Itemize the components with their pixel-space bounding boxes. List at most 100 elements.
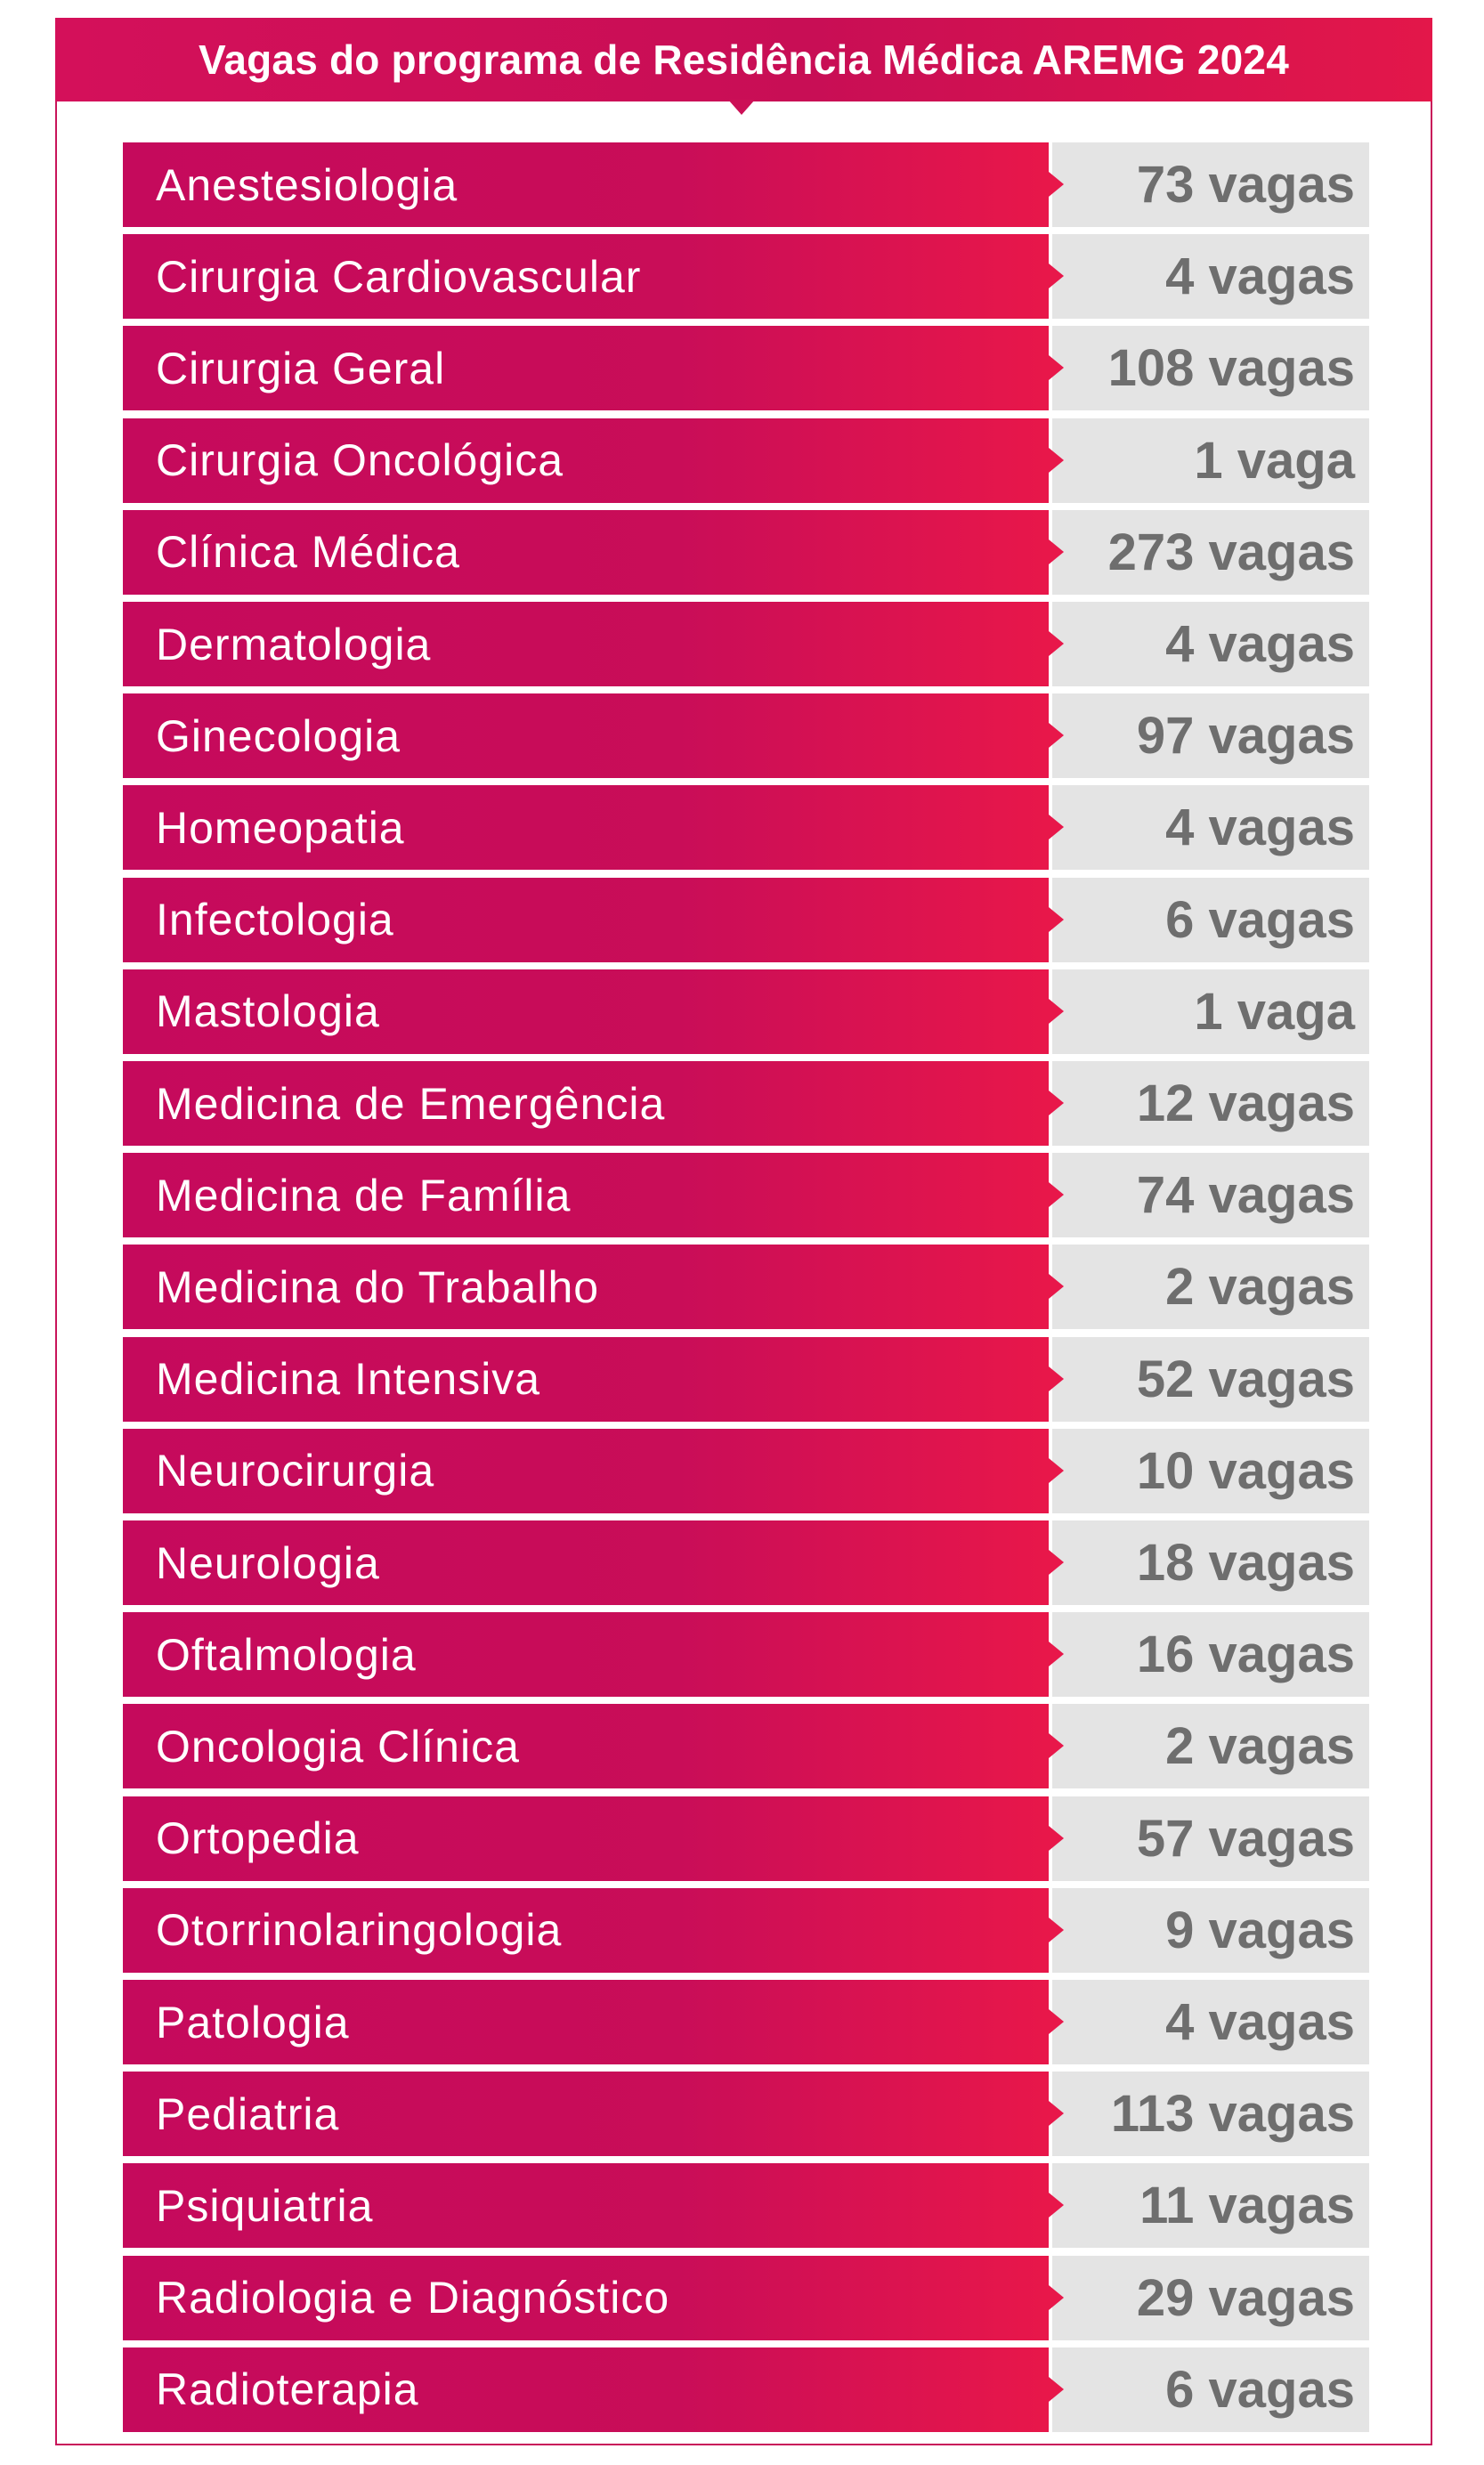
vacancy-count: 6 vagas xyxy=(1165,2360,1355,2419)
specialty-label: Medicina Intensiva xyxy=(156,1354,541,1405)
specialty-cell: Cirurgia Cardiovascular xyxy=(123,234,1049,320)
table-row: Cirurgia Oncológica 1 vaga xyxy=(123,418,1369,503)
row-arrow xyxy=(1049,447,1064,473)
row-arrow xyxy=(1049,2284,1064,2310)
vacancy-count: 52 vagas xyxy=(1136,1350,1355,1408)
table-row: Mastologia 1 vaga xyxy=(123,969,1369,1054)
table-row: Pediatria 113 vagas xyxy=(123,2072,1369,2157)
specialty-label: Neurocirurgia xyxy=(156,1446,435,1496)
row-arrow xyxy=(1049,2376,1064,2402)
vacancy-count: 4 vagas xyxy=(1165,1993,1355,2051)
specialty-cell: Cirurgia Oncológica xyxy=(123,418,1049,503)
specialty-cell: Medicina de Emergência xyxy=(123,1061,1049,1146)
vacancy-count: 4 vagas xyxy=(1165,615,1355,673)
vacancy-count: 4 vagas xyxy=(1165,799,1355,857)
row-arrow xyxy=(1049,723,1064,749)
vacancy-count: 10 vagas xyxy=(1136,1441,1355,1500)
vacancy-cell: 9 vagas xyxy=(1052,1887,1369,1973)
specialty-label: Homeopatia xyxy=(156,802,405,853)
table-row: Oftalmologia 16 vagas xyxy=(123,1612,1369,1698)
specialty-cell: Cirurgia Geral xyxy=(123,326,1049,411)
specialty-label: Clínica Médica xyxy=(156,527,460,578)
vacancy-cell: 2 vagas xyxy=(1052,1245,1369,1330)
table-row: Ginecologia 97 vagas xyxy=(123,693,1369,779)
vacancy-count: 6 vagas xyxy=(1165,890,1355,949)
table-row: Medicina Intensiva 52 vagas xyxy=(123,1336,1369,1422)
specialty-cell: Oftalmologia xyxy=(123,1612,1049,1698)
vacancy-cell: 6 vagas xyxy=(1052,877,1369,962)
row-arrow xyxy=(1049,1550,1064,1575)
vacancy-cell: 57 vagas xyxy=(1052,1796,1369,1881)
vacancy-cell: 1 vaga xyxy=(1052,418,1369,503)
vacancy-cell: 52 vagas xyxy=(1052,1336,1369,1422)
vacancy-count: 57 vagas xyxy=(1136,1809,1355,1868)
specialty-label: Pediatria xyxy=(156,2088,340,2139)
vacancy-cell: 6 vagas xyxy=(1052,2347,1369,2432)
vacancy-count: 18 vagas xyxy=(1136,1534,1355,1592)
table-row: Ortopedia 57 vagas xyxy=(123,1796,1369,1881)
row-arrow xyxy=(1049,631,1064,656)
specialty-label: Patologia xyxy=(156,1997,350,2047)
row-arrow xyxy=(1049,1091,1064,1115)
specialty-label: Medicina do Trabalho xyxy=(156,1261,600,1312)
specialty-label: Anestesiologia xyxy=(156,159,458,210)
table-row: Neurologia 18 vagas xyxy=(123,1520,1369,1605)
specialty-cell: Dermatologia xyxy=(123,602,1049,686)
table-row: Neurocirurgia 10 vagas xyxy=(123,1428,1369,1513)
header-banner: Vagas do programa de Residência Médica A… xyxy=(55,18,1432,101)
table-row: Cirurgia Geral 108 vagas xyxy=(123,326,1369,411)
vacancy-count: 273 vagas xyxy=(1107,523,1355,581)
row-arrow xyxy=(1049,172,1064,197)
table-row: Clínica Médica 273 vagas xyxy=(123,509,1369,595)
vacancy-cell: 4 vagas xyxy=(1052,602,1369,686)
vacancy-cell: 108 vagas xyxy=(1052,326,1369,411)
vacancy-count: 113 vagas xyxy=(1110,2085,1355,2144)
row-arrow xyxy=(1049,539,1064,564)
specialty-label: Radioterapia xyxy=(156,2364,419,2415)
vacancy-cell: 1 vaga xyxy=(1052,969,1369,1054)
specialty-cell: Radiologia e Diagnóstico xyxy=(123,2255,1049,2340)
table-row: Psiquiatria 11 vagas xyxy=(123,2163,1369,2249)
vacancy-count: 1 vaga xyxy=(1194,431,1355,490)
vacancy-cell: 74 vagas xyxy=(1052,1153,1369,1238)
chart-title: Vagas do programa de Residência Médica A… xyxy=(199,36,1289,83)
specialty-cell: Oncologia Clínica xyxy=(123,1704,1049,1789)
vacancy-count: 1 vaga xyxy=(1194,982,1355,1041)
vacancy-cell: 18 vagas xyxy=(1052,1520,1369,1605)
table-row: Medicina do Trabalho 2 vagas xyxy=(123,1245,1369,1330)
vacancy-count: 9 vagas xyxy=(1165,1901,1355,1959)
specialty-label: Dermatologia xyxy=(156,619,432,669)
header-pointer xyxy=(728,100,755,115)
vacancy-cell: 2 vagas xyxy=(1052,1704,1369,1789)
vacancy-count: 16 vagas xyxy=(1136,1626,1355,1684)
row-arrow xyxy=(1049,906,1064,932)
table-row: Otorrinolaringologia 9 vagas xyxy=(123,1887,1369,1973)
table-row: Oncologia Clínica 2 vagas xyxy=(123,1704,1369,1789)
specialty-label: Ginecologia xyxy=(156,710,401,761)
vacancy-count: 29 vagas xyxy=(1136,2268,1355,2327)
vacancy-cell: 4 vagas xyxy=(1052,234,1369,320)
specialty-cell: Anestesiologia xyxy=(123,142,1049,227)
table-row: Anestesiologia 73 vagas xyxy=(123,142,1369,227)
row-arrow xyxy=(1049,1917,1064,1942)
vacancy-count: 108 vagas xyxy=(1107,339,1355,398)
vacancy-cell: 11 vagas xyxy=(1052,2163,1369,2249)
vacancy-count: 12 vagas xyxy=(1136,1074,1355,1132)
vacancy-cell: 97 vagas xyxy=(1052,693,1369,779)
vacancy-cell: 16 vagas xyxy=(1052,1612,1369,1698)
table-row: Patologia 4 vagas xyxy=(123,1980,1369,2064)
specialty-cell: Medicina do Trabalho xyxy=(123,1245,1049,1330)
vacancy-count: 2 vagas xyxy=(1165,1717,1355,1776)
vacancy-cell: 29 vagas xyxy=(1052,2255,1369,2340)
row-arrow xyxy=(1049,355,1064,381)
row-arrow xyxy=(1049,1366,1064,1391)
table-row: Medicina de Emergência 12 vagas xyxy=(123,1061,1369,1146)
row-arrow xyxy=(1049,1825,1064,1851)
specialty-cell: Pediatria xyxy=(123,2072,1049,2157)
row-arrow xyxy=(1049,264,1064,289)
table-row: Dermatologia 4 vagas xyxy=(123,602,1369,686)
specialty-cell: Homeopatia xyxy=(123,785,1049,871)
table-row: Radioterapia 6 vagas xyxy=(123,2347,1369,2432)
specialty-label: Oftalmologia xyxy=(156,1629,417,1680)
specialty-cell: Radioterapia xyxy=(123,2347,1049,2432)
